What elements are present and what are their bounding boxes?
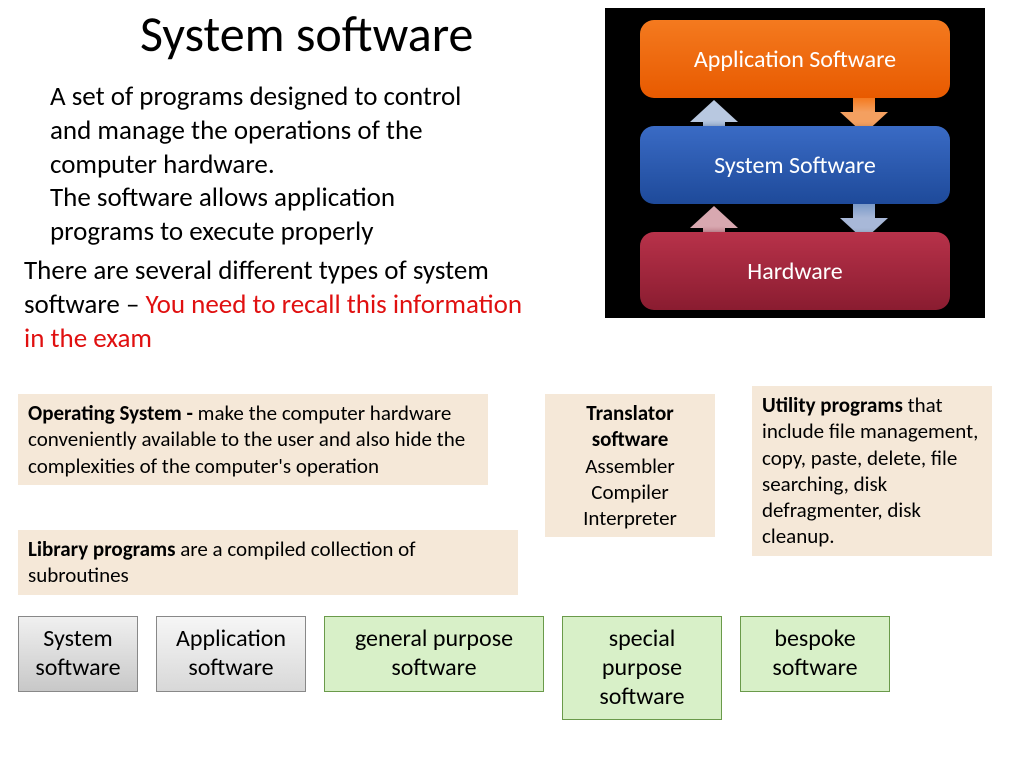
software-layers-diagram: Application Software System Software Har…: [605, 8, 985, 318]
page-title: System software: [140, 4, 473, 65]
arrow-stem: [853, 98, 875, 112]
intro-line2: and manage the operations of the: [50, 114, 423, 147]
tab-system-software[interactable]: System software: [18, 616, 138, 692]
trans-title: Translator software: [586, 400, 674, 452]
bottom-tabs-row: System software Application software gen…: [18, 616, 1008, 720]
arrow-up-icon: [690, 206, 738, 228]
box-operating-system: Operating System - make the computer har…: [18, 394, 488, 485]
tab-special-purpose[interactable]: special purpose software: [562, 616, 722, 720]
arrow-up-icon: [690, 100, 738, 122]
intro-line5: programs to execute properly: [50, 215, 373, 248]
intro-line4: The software allows application: [50, 181, 395, 214]
lib-bold: Library programs: [28, 536, 180, 562]
util-bold: Utility programs: [762, 392, 908, 418]
layer-system: System Software: [640, 126, 950, 204]
trans-line3: Interpreter: [583, 505, 677, 531]
tab-general-purpose[interactable]: general purpose software: [324, 616, 544, 692]
box-library-programs: Library programs are a compiled collecti…: [18, 530, 518, 595]
layer-application: Application Software: [640, 20, 950, 98]
box-utility-programs: Utility programs that include file manag…: [752, 386, 992, 556]
arrow-stem: [853, 204, 875, 218]
trans-line2: Compiler: [591, 479, 669, 505]
tab-bespoke[interactable]: bespoke software: [740, 616, 890, 692]
box-translator-software: Translator software Assembler Compiler I…: [545, 394, 715, 537]
trans-line1: Assembler: [585, 453, 674, 479]
intro-paragraph: A set of programs designed to control an…: [50, 80, 480, 249]
layer-hardware: Hardware: [640, 232, 950, 310]
tab-application-software[interactable]: Application software: [156, 616, 306, 692]
types-paragraph: There are several different types of sys…: [24, 254, 544, 355]
intro-line1: A set of programs designed to control: [50, 80, 461, 113]
os-bold: Operating System -: [28, 400, 198, 426]
intro-line3: computer hardware.: [50, 148, 275, 181]
